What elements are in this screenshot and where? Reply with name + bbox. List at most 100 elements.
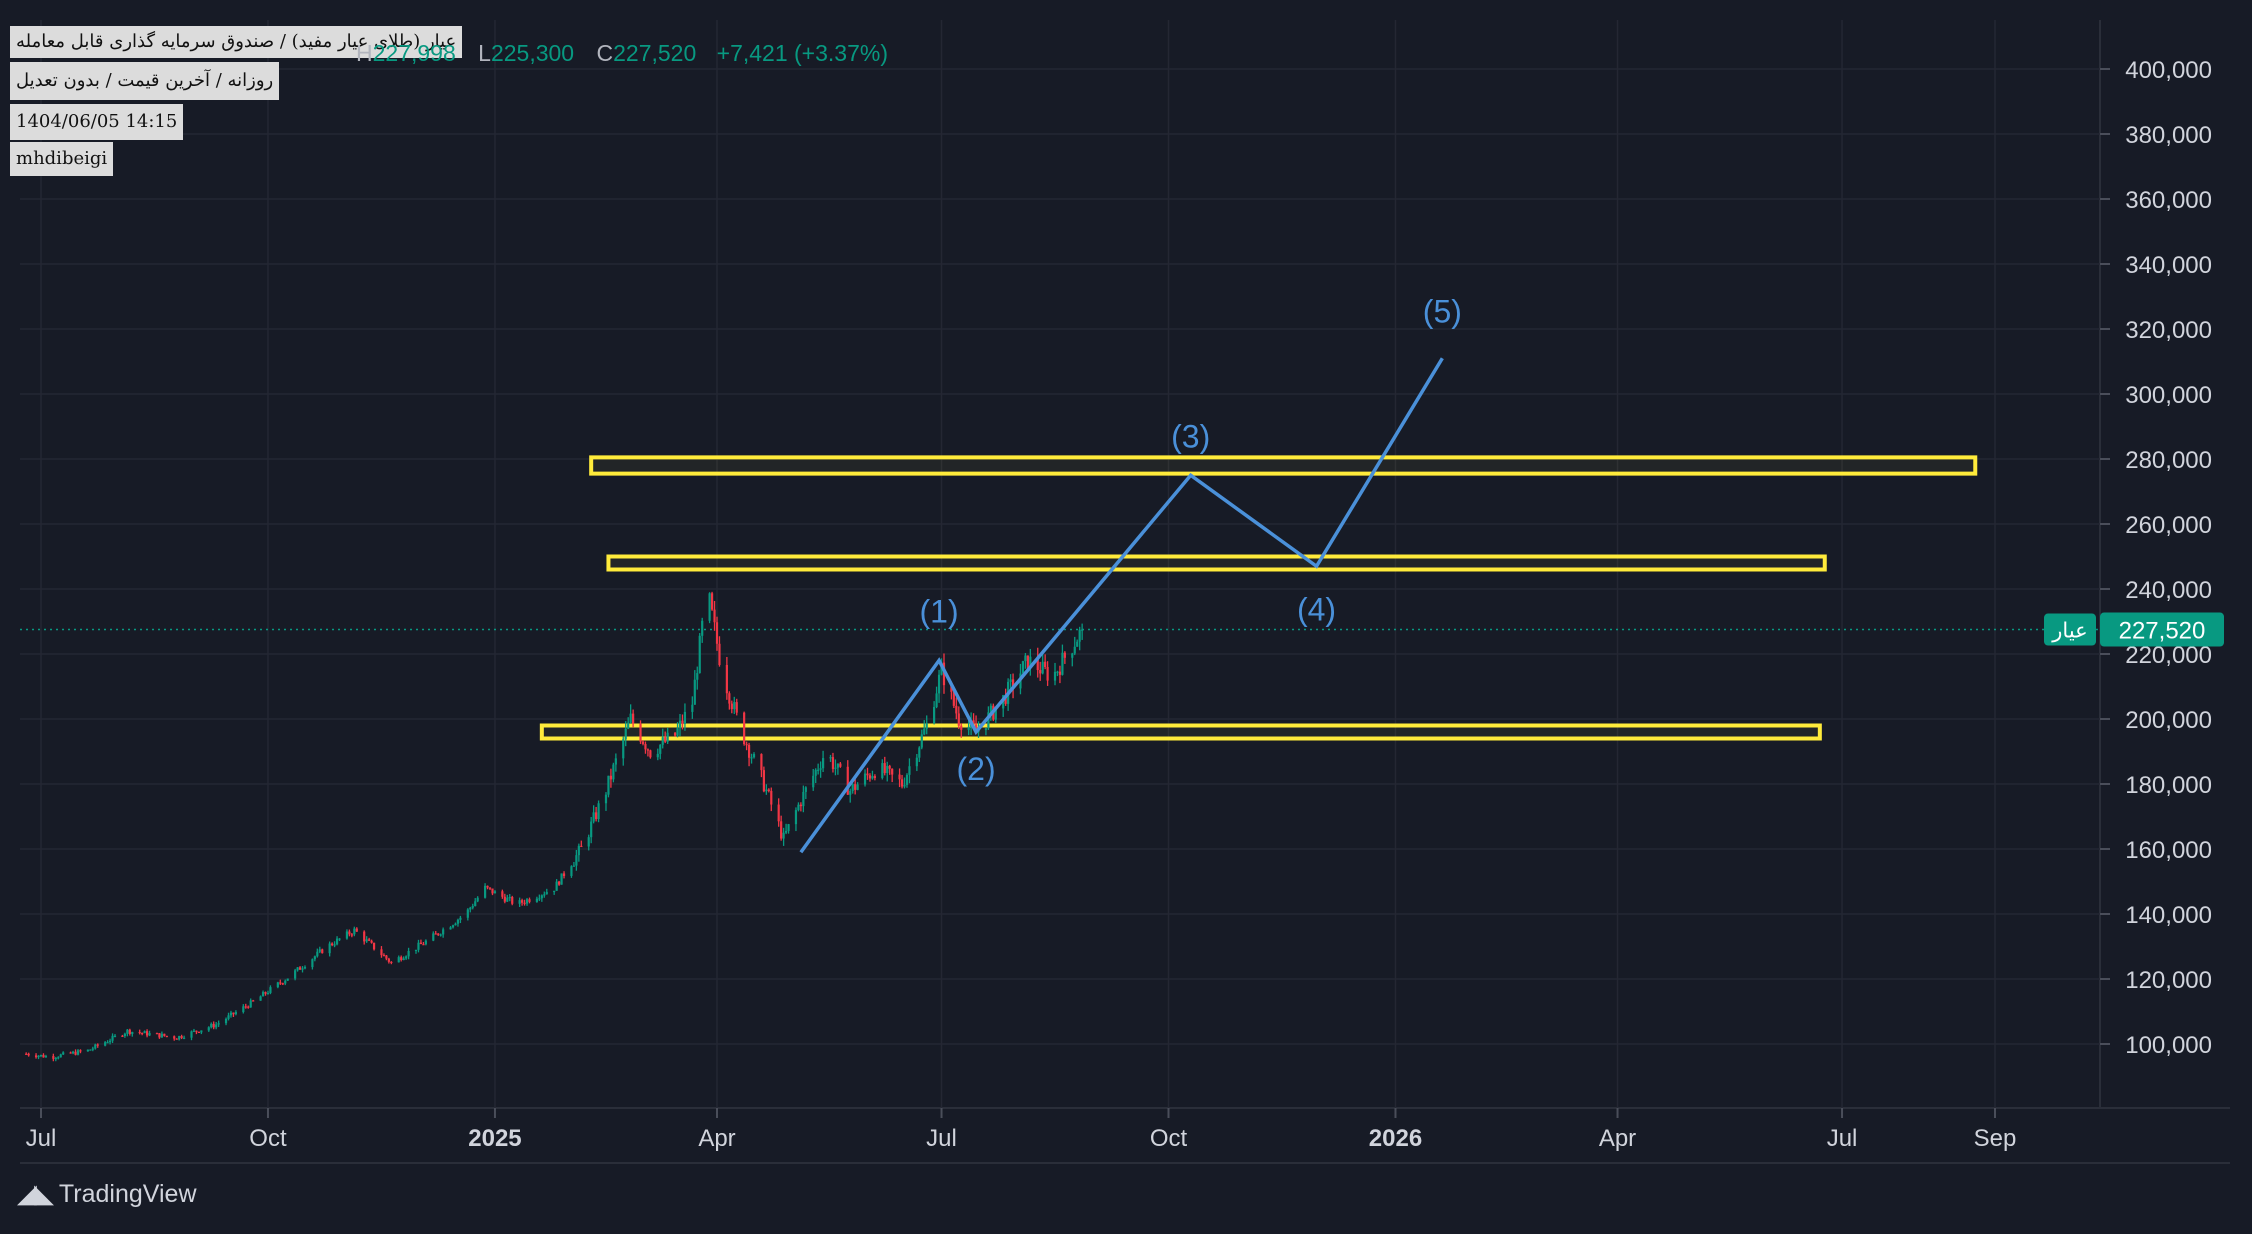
- candle-body: [814, 769, 817, 776]
- candle-body: [350, 934, 353, 936]
- candle-body: [424, 940, 427, 945]
- candle-body: [503, 896, 506, 902]
- candle-body: [217, 1023, 220, 1025]
- candle-body: [232, 1012, 235, 1015]
- candle-body: [259, 996, 262, 1001]
- candle-body: [1081, 629, 1084, 631]
- candle-body: [451, 925, 455, 928]
- candle-body: [752, 754, 756, 758]
- candle-body: [614, 758, 617, 765]
- candle-body: [794, 810, 798, 825]
- candle-body: [708, 593, 711, 621]
- candle-body: [86, 1049, 89, 1052]
- candle-body: [577, 845, 580, 856]
- tradingview-logo[interactable]: ◢◣ TradingView: [18, 1180, 197, 1209]
- x-tick-label: Jul: [926, 1125, 957, 1152]
- y-tick-label: 120,000: [2125, 967, 2212, 994]
- candle-body: [244, 1006, 247, 1008]
- candle-body: [866, 773, 869, 776]
- candle-body: [471, 906, 474, 908]
- candle-body: [661, 737, 664, 745]
- x-tick-label: Oct: [1150, 1125, 1188, 1152]
- candle-body: [627, 722, 630, 729]
- candle-body: [572, 865, 576, 867]
- candle-body: [266, 992, 270, 995]
- candle-body: [145, 1031, 149, 1036]
- candle-body: [313, 956, 316, 960]
- candle-body: [831, 757, 835, 769]
- candle-body: [432, 933, 435, 941]
- candle-body: [1024, 655, 1027, 662]
- price-zone-box: [606, 554, 1827, 572]
- candle-body: [1009, 679, 1012, 682]
- candle-body: [819, 768, 822, 770]
- candle-body: [249, 1000, 252, 1008]
- candle-body: [242, 1006, 245, 1013]
- candle-body: [405, 956, 408, 959]
- candle-body: [294, 970, 297, 979]
- candle-body: [1011, 679, 1015, 689]
- candle-body: [553, 890, 556, 893]
- candle-body: [261, 992, 265, 997]
- candle-body: [1078, 629, 1081, 642]
- candle-body: [419, 942, 423, 945]
- candle-body: [933, 707, 936, 724]
- candle-body: [777, 804, 780, 822]
- candle-body: [646, 749, 650, 751]
- candle-body: [957, 713, 960, 726]
- candle-body: [1026, 655, 1029, 669]
- snapshot-timestamp: 1404/06/05 14:15: [10, 104, 184, 140]
- candle-body: [760, 754, 763, 771]
- y-tick-label: 320,000: [2125, 317, 2212, 344]
- symbol-badge-text: عیار: [2051, 619, 2087, 643]
- candle-body: [863, 773, 867, 785]
- x-tick-label: Jul: [26, 1125, 57, 1152]
- candle-body: [782, 832, 785, 839]
- candle-body: [1021, 661, 1025, 674]
- candle-body: [676, 728, 679, 736]
- candle-body: [483, 885, 487, 898]
- candle-body: [474, 901, 477, 907]
- candle-body: [883, 763, 886, 774]
- candle-body: [854, 784, 857, 790]
- candle-body: [649, 750, 652, 758]
- candle-body: [888, 765, 891, 769]
- candle-body: [195, 1030, 198, 1032]
- candle-body: [952, 691, 955, 706]
- candle-body: [1056, 671, 1059, 673]
- candle-body: [856, 784, 859, 790]
- candle-body: [59, 1054, 62, 1058]
- candle-body: [380, 949, 383, 956]
- candle-body: [338, 938, 341, 940]
- candle-body: [501, 891, 504, 897]
- candle-body: [281, 983, 284, 985]
- y-tick-label: 360,000: [2125, 187, 2212, 214]
- candle-body: [123, 1033, 126, 1036]
- candle-body: [632, 713, 635, 724]
- y-tick-label: 200,000: [2125, 707, 2212, 734]
- candle-body: [506, 897, 509, 902]
- x-tick-label: Jul: [1827, 1125, 1858, 1152]
- candlestick-series: [25, 591, 1084, 1062]
- candle-body: [106, 1042, 109, 1044]
- candle-body: [91, 1048, 94, 1050]
- candle-body: [508, 897, 511, 899]
- candle-body: [659, 744, 662, 754]
- tradingview-icon: ◢◣: [18, 1181, 53, 1208]
- candle-body: [215, 1024, 218, 1028]
- candle-body: [545, 892, 548, 895]
- candle-body: [802, 791, 805, 807]
- candle-body: [580, 845, 583, 848]
- candle-body: [518, 900, 521, 904]
- candle-body: [972, 720, 975, 725]
- candle-body: [160, 1033, 163, 1038]
- candle-body: [715, 622, 719, 644]
- candle-body: [402, 958, 405, 960]
- candle-body: [666, 732, 669, 742]
- candle-body: [141, 1032, 144, 1035]
- candle-body: [942, 662, 946, 686]
- candle-body: [459, 917, 462, 920]
- candle-body: [385, 955, 388, 959]
- candle-body: [984, 728, 988, 730]
